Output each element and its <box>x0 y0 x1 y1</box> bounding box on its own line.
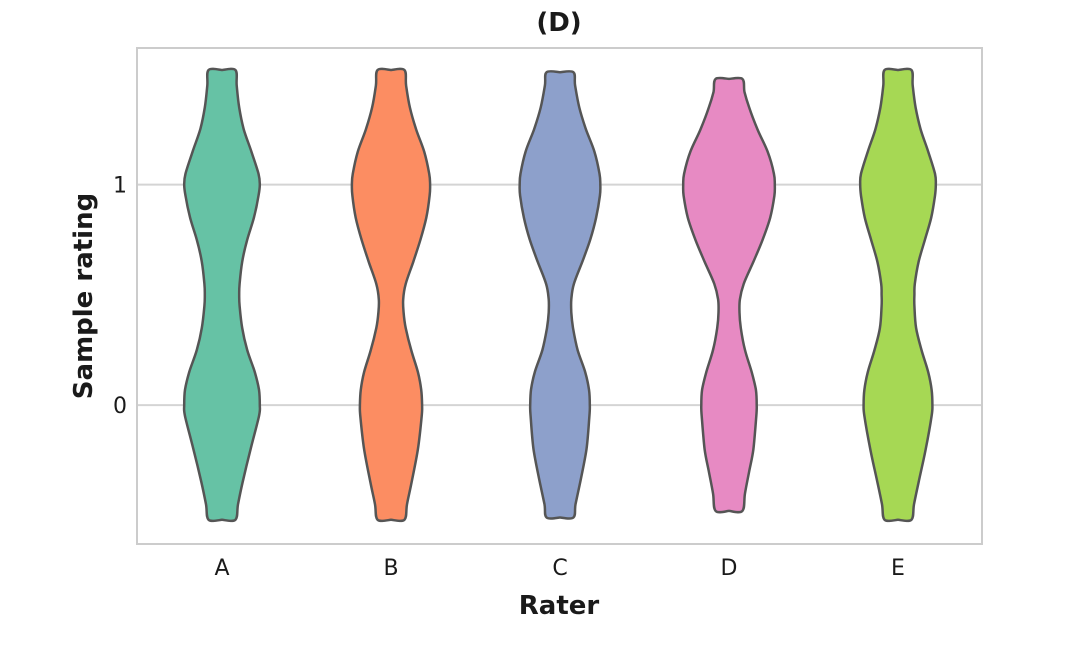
violin-A <box>182 67 262 523</box>
x-tick-label-E: E <box>891 556 905 581</box>
y-tick-label: 0 <box>113 394 127 419</box>
violin-E <box>858 67 938 523</box>
plot-frame <box>136 47 983 545</box>
x-axis-label: Rater <box>519 591 600 621</box>
violins <box>182 67 938 523</box>
chart-title: (D) <box>536 8 581 38</box>
y-ticks: 01 <box>113 174 127 419</box>
x-tick-label-C: C <box>552 556 567 581</box>
violin-C <box>518 69 602 520</box>
x-tick-label-D: D <box>721 556 738 581</box>
violin-B <box>350 67 432 523</box>
y-axis-label: Sample rating <box>69 193 99 399</box>
y-tick-label: 1 <box>113 174 127 199</box>
x-tick-label-B: B <box>383 556 398 581</box>
x-tick-label-A: A <box>214 556 229 581</box>
violin-D <box>681 76 777 514</box>
x-ticks: A B C D E <box>214 556 904 581</box>
